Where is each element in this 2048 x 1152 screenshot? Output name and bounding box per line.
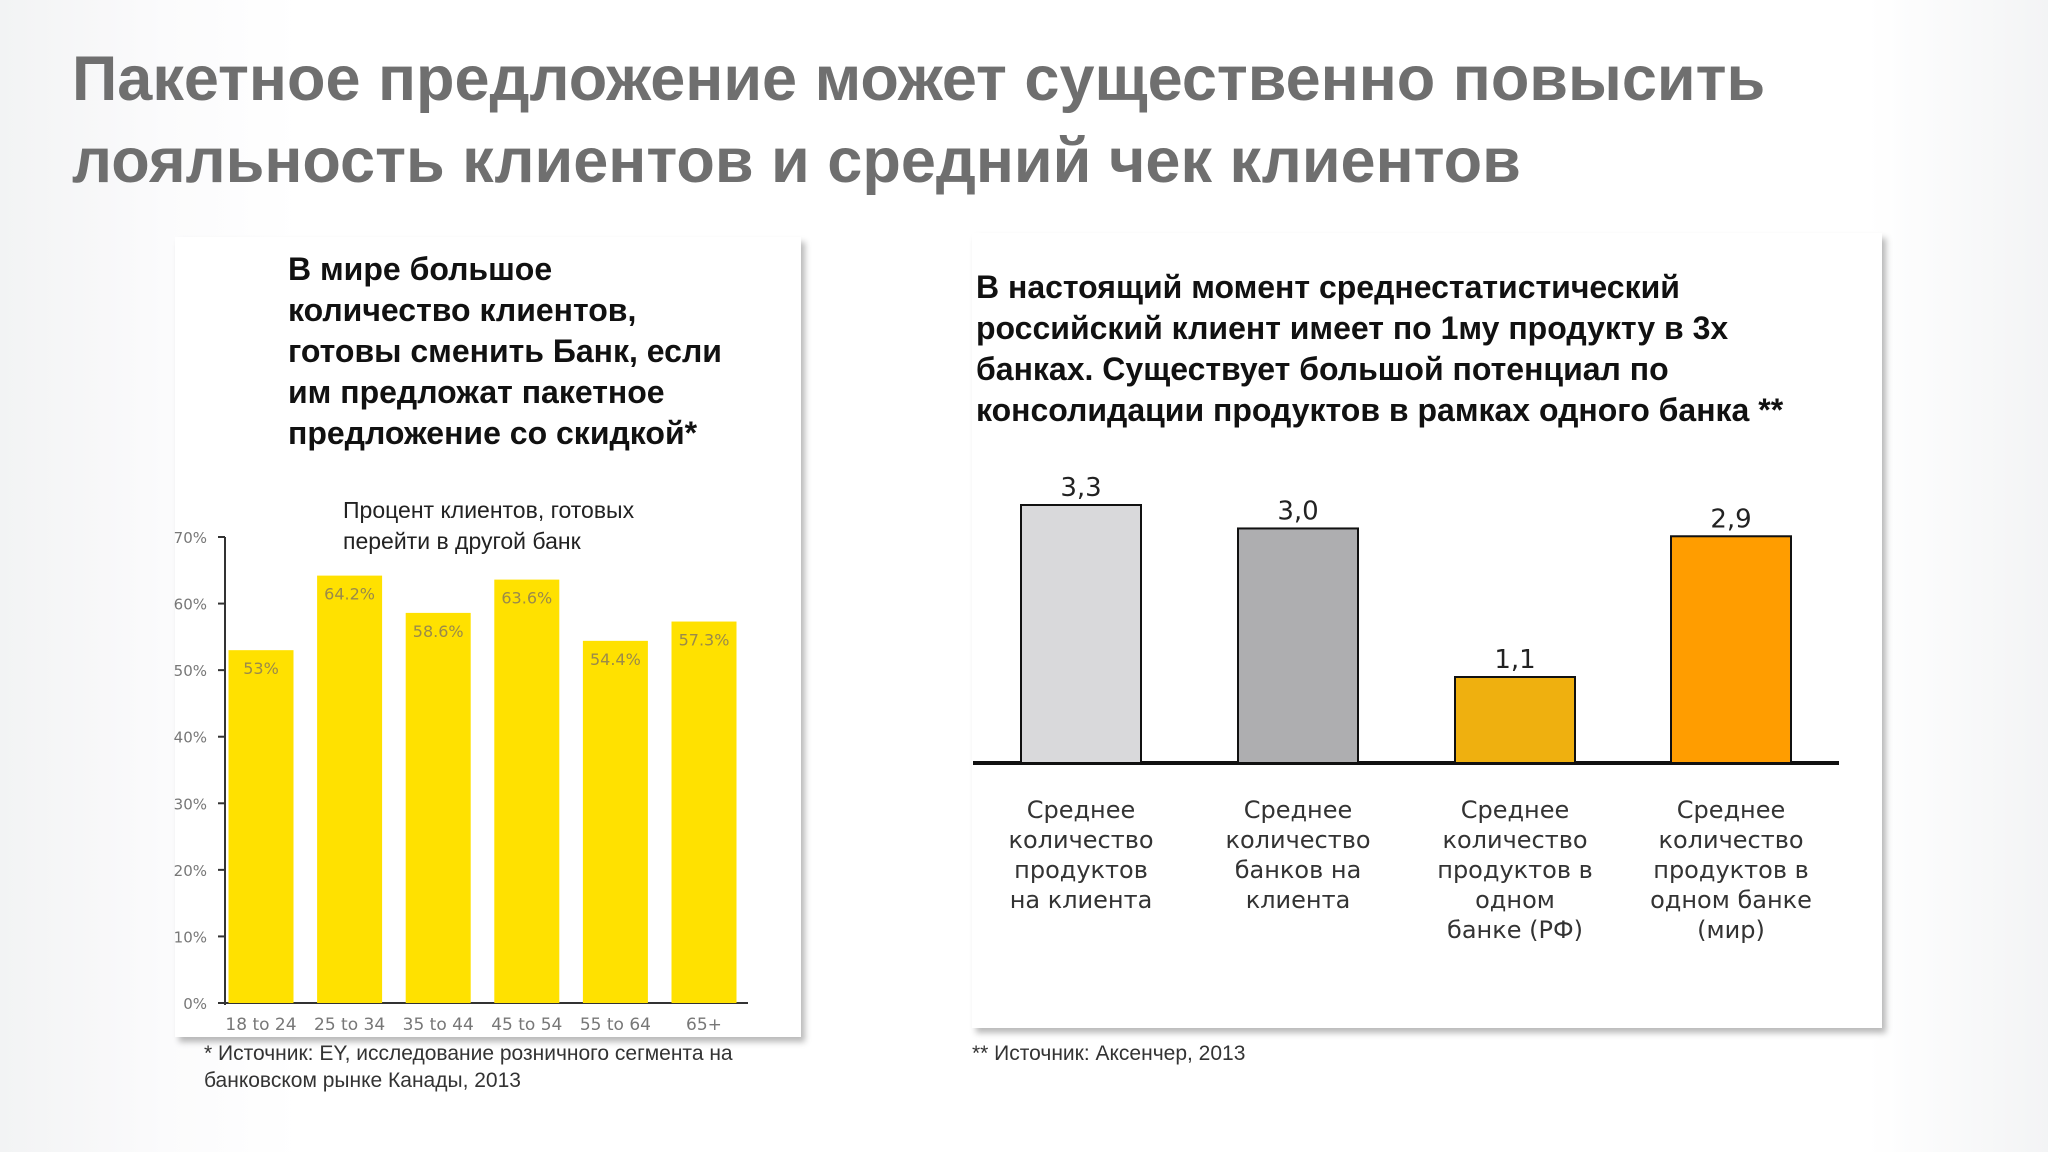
right-panel-heading: В настоящий момент среднестатистический … bbox=[976, 269, 1784, 428]
left-chart-caption: Процент клиентов, готовых перейти в друг… bbox=[343, 497, 635, 554]
left-panel-heading: В мире большое количество клиентов, гото… bbox=[288, 251, 722, 451]
background-fade-right bbox=[1868, 0, 2048, 1152]
left-footnote: * Источник: EY, исследование розничного … bbox=[204, 1042, 733, 1092]
right-footnote: ** Источник: Аксенчер, 2013 bbox=[972, 1042, 1246, 1065]
slide-title: Пакетное предложение может существенно п… bbox=[72, 44, 1766, 196]
